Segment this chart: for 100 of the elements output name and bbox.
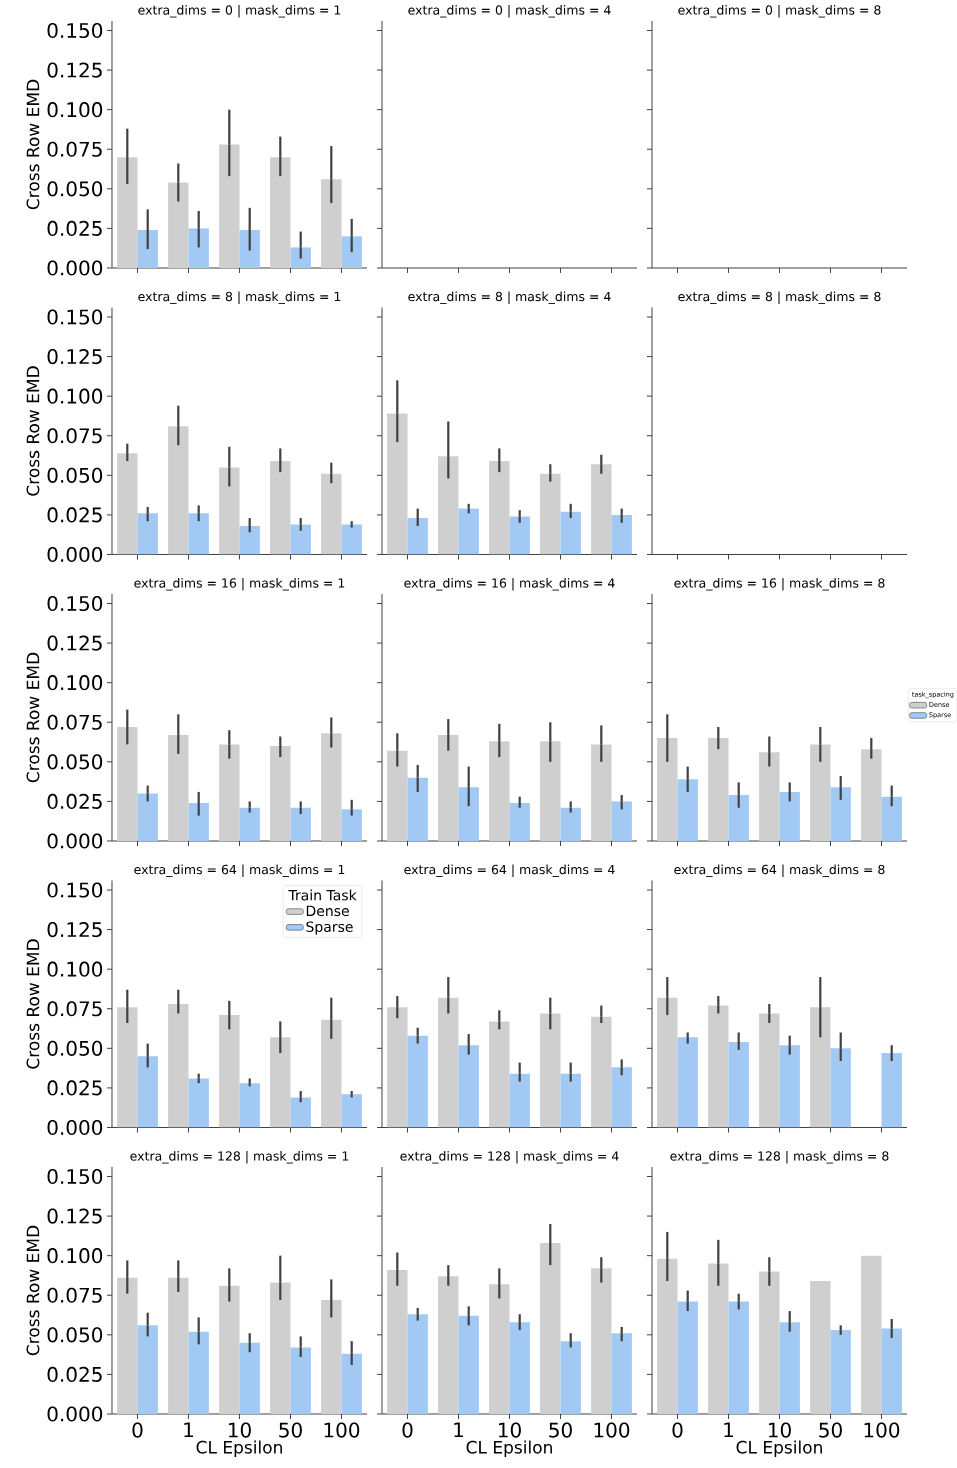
y-tick-label: 0.000 [47, 833, 103, 849]
bar [810, 744, 831, 841]
bar [458, 1045, 479, 1128]
y-tick-label: 0.100 [47, 388, 103, 404]
y-tick-label: 0.025 [47, 793, 102, 809]
legend-title: Train Task [288, 889, 357, 901]
y-tick-label: 0.125 [47, 635, 102, 651]
y-tick-label: 0.150 [47, 1168, 103, 1185]
bar [321, 179, 342, 268]
bar [560, 511, 581, 555]
bar [489, 1284, 510, 1414]
x-axis-title: CL Epsilon [736, 1440, 822, 1457]
x-tick-label: 100 [594, 1422, 630, 1438]
bar [341, 236, 362, 268]
bar [489, 741, 510, 841]
bar [881, 1053, 902, 1128]
bar [239, 1083, 260, 1128]
y-tick-label: 0.000 [47, 546, 103, 563]
x-tick-label: 1 [454, 1422, 463, 1438]
bar [387, 750, 408, 841]
x-tick-label: 1 [184, 1422, 193, 1438]
bar [290, 1097, 311, 1128]
bar [779, 1322, 800, 1414]
y-tick-label: 0.150 [47, 309, 103, 325]
bar [489, 461, 510, 555]
bar [677, 1037, 698, 1128]
y-axis-title: Cross Row EMD [26, 79, 40, 210]
bar [779, 1045, 800, 1128]
bar [219, 467, 240, 555]
bar [540, 1243, 561, 1414]
bar [239, 807, 260, 841]
bar [270, 1282, 291, 1414]
bar [708, 1005, 729, 1128]
bar [188, 1078, 209, 1128]
bar [438, 456, 459, 555]
bar [239, 525, 260, 555]
chart-title: extra_dims = 0 | mask_dims = 1 [138, 4, 341, 18]
y-tick-label: 0.125 [47, 922, 102, 938]
bar [810, 1007, 831, 1128]
bar [458, 1315, 479, 1414]
y-tick-label: 0.000 [47, 260, 103, 276]
y-tick-label: 0.125 [47, 62, 102, 78]
x-tick-label: 10 [768, 1422, 791, 1438]
bar [117, 1007, 138, 1128]
y-tick-label: 0.100 [47, 102, 103, 118]
bar [341, 1353, 362, 1414]
bar [438, 734, 459, 841]
bar [611, 801, 632, 841]
bar [270, 745, 291, 841]
bar [341, 1094, 362, 1128]
y-tick-label: 0.125 [47, 349, 102, 365]
bar [188, 228, 209, 268]
bar [168, 182, 189, 268]
y-tick-label: 0.075 [47, 428, 102, 444]
y-tick-label: 0.025 [47, 1366, 102, 1382]
bar [509, 1322, 530, 1414]
y-tick-label: 0.150 [47, 595, 103, 612]
y-tick-label: 0.000 [47, 1119, 103, 1136]
bar [657, 997, 678, 1128]
bar [728, 795, 749, 841]
y-tick-label: 0.050 [47, 1040, 103, 1056]
bar [407, 777, 428, 841]
bar [509, 802, 530, 841]
bar [560, 1341, 581, 1414]
bar [117, 453, 138, 555]
bar [830, 787, 851, 841]
x-tick-label: 50 [279, 1422, 302, 1438]
bar [728, 1301, 749, 1414]
bar [168, 1277, 189, 1414]
bar [290, 1347, 311, 1414]
bar [591, 1016, 612, 1128]
bar [438, 997, 459, 1128]
chart-title: extra_dims = 8 | mask_dims = 8 [678, 291, 881, 304]
y-tick-label: 0.050 [47, 467, 103, 483]
legend-label: Sparse [306, 921, 353, 935]
bar [708, 1263, 729, 1414]
bar [560, 807, 581, 841]
y-tick-label: 0.100 [47, 675, 103, 691]
bar [219, 144, 240, 268]
y-tick-label: 0.075 [47, 714, 102, 730]
chart-title: extra_dims = 0 | mask_dims = 8 [678, 4, 881, 18]
bar [219, 1015, 240, 1128]
chart-title: extra_dims = 8 | mask_dims = 4 [408, 291, 611, 304]
bar [137, 513, 158, 555]
bar [387, 1007, 408, 1128]
x-tick-label: 100 [324, 1422, 360, 1438]
bar [489, 1021, 510, 1128]
x-tick-label: 0 [402, 1422, 413, 1438]
bar [779, 791, 800, 841]
bar [657, 738, 678, 841]
chart-title: extra_dims = 8 | mask_dims = 1 [138, 291, 341, 304]
bar [290, 524, 311, 555]
bar [591, 464, 612, 555]
x-tick-label: 0 [672, 1422, 683, 1438]
bar [458, 508, 479, 555]
bar [591, 744, 612, 841]
chart-title: extra_dims = 64 | mask_dims = 1 [134, 864, 345, 877]
x-tick-label: 50 [819, 1422, 842, 1438]
bar [611, 1067, 632, 1128]
bar [657, 1258, 678, 1414]
